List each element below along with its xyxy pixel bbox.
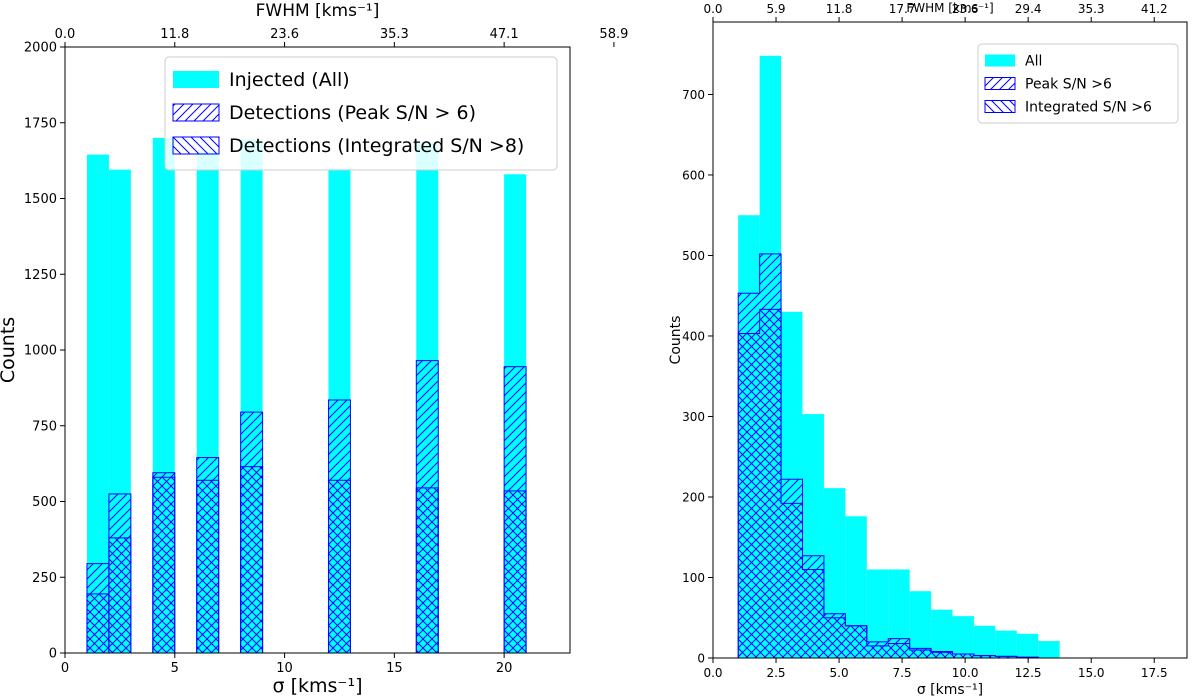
top-tick-label: 0.0: [55, 27, 76, 42]
bar-s2-3: [196, 479, 220, 654]
y-tick-label: 1250: [24, 268, 57, 283]
y-tick-label: 600: [682, 168, 705, 182]
bar-s2-6: [415, 487, 439, 654]
bar-s0-9: [931, 609, 953, 658]
bar-s0-6: [866, 569, 889, 658]
bar-s2-7: [503, 490, 527, 654]
x-axis-label: σ [kms⁻¹]: [917, 682, 983, 698]
y-tick-label: 300: [682, 410, 705, 424]
y-tick-label: 1750: [24, 116, 57, 131]
x-tick-label: 17.5: [1141, 666, 1168, 680]
x-tick-label: 0.0: [703, 666, 722, 680]
bar-s0-10: [952, 616, 974, 658]
top-tick-label: 23.6: [952, 2, 979, 16]
top-tick-label: 35.3: [1078, 2, 1105, 16]
top-tick-label: 11.8: [826, 2, 853, 16]
y-tick-label: 500: [32, 495, 57, 510]
x-tick-label: 12.5: [1015, 666, 1042, 680]
legend-label: Detections (Integrated S/N >8): [229, 135, 524, 157]
x-tick-label: 5.0: [830, 666, 849, 680]
legend-box: [164, 56, 558, 171]
top-tick-label: 29.4: [1015, 2, 1042, 16]
hist-step-2: [737, 308, 1082, 659]
bar-s0-13: [1016, 633, 1039, 658]
top-tick-label: 17.7: [889, 2, 916, 16]
plot-frame: [712, 21, 1188, 659]
top-axis-title: FWHM [kms⁻¹]: [906, 1, 993, 15]
bar-s2-0: [86, 593, 110, 654]
x-tick-label: 15.0: [1078, 666, 1105, 680]
legend-swatch-2: [984, 100, 1016, 113]
top-tick-label: 5.9: [766, 2, 785, 16]
y-tick-label: 750: [32, 419, 57, 434]
bar-s0-12: [995, 630, 1017, 658]
legend: Injected (All) Detections (Peak S/N > 6) D…: [164, 56, 558, 171]
top-axis-title: FWHM [kms⁻¹]: [256, 1, 380, 21]
legend-label: Detections (Peak S/N > 6): [229, 102, 476, 124]
legend-label: Integrated S/N >6: [1025, 99, 1152, 115]
top-tick-label: 0.0: [703, 2, 722, 16]
legend-swatch-2: [172, 136, 220, 155]
bars-group: [737, 55, 1082, 659]
y-tick-label: 200: [682, 490, 705, 504]
bar-s2-4: [240, 466, 264, 654]
bar-s0-14: [1038, 641, 1060, 658]
bar-s0-5: [845, 516, 867, 658]
x-tick-label: 5: [171, 661, 179, 676]
legend-swatch-0: [173, 71, 219, 88]
bar-s0-11: [973, 625, 996, 658]
y-tick-label: 1500: [24, 192, 57, 207]
legend-swatch-0: [985, 54, 1015, 67]
y-tick-label: 400: [682, 329, 705, 343]
legend-swatch-1: [984, 77, 1016, 90]
bar-s0-0: [86, 154, 109, 653]
x-tick-label: 10: [276, 661, 293, 676]
y-axis-label: Counts: [0, 317, 19, 383]
legend-label: All: [1025, 53, 1042, 69]
y-tick-label: 0: [697, 652, 705, 666]
bar-s0-7: [888, 569, 910, 658]
y-tick-label: 2000: [24, 41, 57, 56]
y-tick-label: 1000: [24, 344, 57, 359]
bar-s2-1: [108, 537, 132, 654]
y-axis-label: Counts: [668, 316, 684, 365]
x-tick-label: 0: [61, 661, 69, 676]
top-tick-label: 23.6: [270, 27, 299, 42]
left-chart-panel: 0 5 10 15 20 0.0 11.8 23.6 35.3 47.1 58.9 0 250 500 75…: [0, 1, 628, 697]
x-tick-label: 20: [496, 661, 513, 676]
y-tick-label: 500: [682, 249, 705, 263]
y-tick-label: 700: [682, 88, 705, 102]
bar-s2-5: [327, 479, 351, 654]
legend-label: Injected (All): [229, 69, 350, 91]
y-tick-label: 250: [32, 571, 57, 586]
legend-box: [977, 43, 1179, 124]
bar-s0-8: [909, 591, 932, 658]
legend-swatch-1: [172, 103, 220, 122]
x-tick-label: 15: [386, 661, 403, 676]
x-tick-label: 7.5: [893, 666, 912, 680]
top-tick-label: 58.9: [599, 27, 628, 42]
top-tick-label: 47.1: [490, 27, 519, 42]
x-axis-label: σ [kms⁻¹]: [273, 675, 363, 697]
top-tick-label: 11.8: [160, 27, 189, 42]
top-tick-label: 35.3: [380, 27, 409, 42]
x-tick-label: 10.0: [952, 666, 979, 680]
y-tick-label: 0: [49, 647, 57, 662]
legend: All Peak S/N >6 Integrated S/N >6: [977, 43, 1179, 124]
y-tick-label: 100: [682, 571, 705, 585]
top-tick-label: 41.2: [1141, 2, 1168, 16]
bars-group: [86, 137, 527, 654]
legend-label: Peak S/N >6: [1025, 76, 1112, 92]
right-chart-panel: 0.0 2.5 5.0 7.5 10.0 12.5 15.0 17.5 0.0 5.9 11.8 17…: [668, 1, 1188, 698]
bar-s2-2: [152, 476, 176, 654]
x-tick-label: 2.5: [766, 666, 785, 680]
